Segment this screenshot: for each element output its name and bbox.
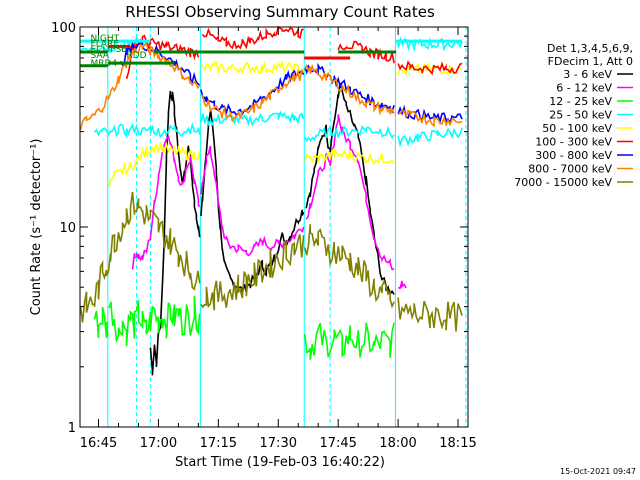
series-line-7000-15000-kev: [79, 191, 201, 323]
x-axis-label: Start Time (19-Feb-03 16:40:22): [175, 455, 385, 470]
annotation-night: NIGHT: [91, 34, 120, 44]
series-line-7000-15000-kev: [304, 224, 395, 309]
series-line-12-25-kev: [304, 322, 395, 360]
series-line-800-7000-kev: [200, 68, 305, 123]
series-line-800-7000-kev: [397, 109, 463, 128]
y-tick-label: 1: [68, 421, 76, 436]
legend-label-100-300-kev: 100 - 300 keV: [535, 136, 612, 149]
series-line-25-50-kev: [200, 110, 305, 127]
x-tick-label: 17:00: [140, 436, 177, 451]
series-line-3-6-kev: [305, 82, 395, 295]
y-axis: 1 10 100: [51, 21, 468, 436]
legend-label-12-25-kev: 12 - 25 keV: [549, 95, 612, 108]
series-line-7000-15000-kev: [200, 234, 305, 311]
footer-timestamp: 15-Oct-2021 09:47: [560, 467, 636, 476]
series-line-12-25-kev: [93, 307, 109, 338]
series-7000-15000-kev: [79, 191, 463, 332]
legend: Det 1,3,4,5,6,9,FDecim 1, Att 03 - 6 keV…: [514, 42, 633, 189]
series-line-800-7000-kev: [79, 42, 201, 131]
chart-title: RHESSI Observing Summary Count Rates: [125, 3, 435, 21]
series-line-25-50-kev: [397, 127, 463, 148]
annotation-mrd4: MRD4: [91, 59, 118, 69]
y-tick-label: 100: [51, 21, 76, 36]
x-tick-label: 18:15: [439, 436, 476, 451]
legend-label-300-800-kev: 300 - 800 keV: [535, 149, 612, 162]
series-line-100-300-kev: [337, 40, 395, 64]
legend-label-6-12-kev: 6 - 12 keV: [556, 82, 612, 95]
x-tick-label: 17:45: [319, 436, 356, 451]
series-line-25-50-kev: [396, 36, 463, 52]
annotation-saa: SAA: [91, 51, 110, 61]
x-tick-label: 17:30: [260, 436, 297, 451]
x-tick-label: 17:15: [200, 436, 237, 451]
series-line-100-300-kev: [201, 25, 304, 50]
series-line-25-50-kev: [93, 121, 201, 139]
annotation-rdd: RDD: [126, 51, 146, 61]
series-line-50-100-kev: [200, 60, 305, 75]
legend-header: FDecim 1, Att 0: [548, 55, 633, 68]
series-12-25-kev: [93, 295, 395, 360]
series-line-800-7000-kev: [304, 63, 395, 116]
series-line-6-12-kev: [305, 114, 395, 271]
series-line-100-300-kev: [397, 60, 463, 76]
annotation-eclipse: ECLIPSE: [91, 45, 128, 55]
series-line-6-12-kev: [131, 134, 201, 270]
y-axis-label: Count Rate (s⁻¹ detector⁻¹): [29, 139, 44, 316]
x-tick-label: 16:45: [80, 436, 117, 451]
legend-label-25-50-kev: 25 - 50 keV: [549, 109, 612, 122]
series-line-50-100-kev: [304, 147, 395, 165]
x-axis: 16:45 17:00 17:15 17:30 17:45 18:00 18:15: [80, 27, 477, 451]
legend-label-800-7000-kev: 800 - 7000 keV: [528, 163, 612, 176]
legend-header: Det 1,3,4,5,6,9,: [547, 42, 633, 55]
x-tick-label: 18:00: [379, 436, 416, 451]
series-line-6-12-kev: [397, 280, 407, 290]
legend-label-7000-15000-kev: 7000 - 15000 keV: [514, 176, 612, 189]
y-tick-label: 10: [59, 221, 76, 236]
series-line-25-50-kev: [304, 124, 395, 143]
legend-label-3-6-kev: 3 - 6 keV: [563, 68, 612, 81]
annotation-flare: FLARE: [91, 39, 120, 49]
series-line-12-25-kev: [108, 295, 201, 347]
legend-label-50-100-kev: 50 - 100 keV: [542, 122, 612, 135]
series-800-7000-kev: [79, 42, 463, 131]
series-line-7000-15000-kev: [397, 297, 463, 332]
series-line-50-100-kev: [108, 141, 201, 187]
